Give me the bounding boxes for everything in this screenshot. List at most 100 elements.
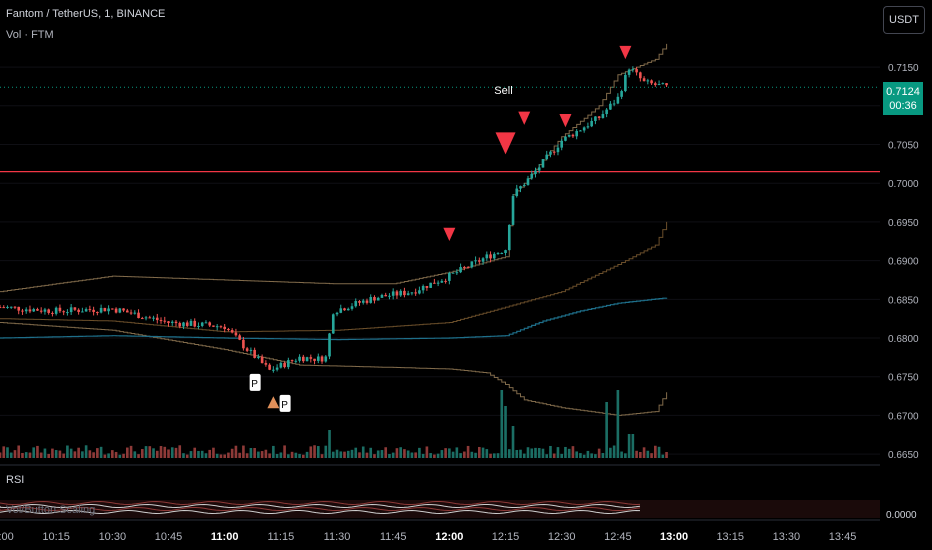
last-price-badge: 0.7124 00:36 bbox=[883, 82, 923, 115]
volume-bar bbox=[302, 454, 305, 458]
volume-bar bbox=[350, 449, 354, 458]
volume-bar bbox=[646, 450, 650, 458]
candle-body bbox=[395, 291, 399, 296]
volume-bar bbox=[609, 447, 612, 458]
volume-bar bbox=[567, 448, 571, 458]
candle-body bbox=[639, 72, 642, 79]
volume-bar bbox=[21, 452, 24, 458]
volume-bar bbox=[13, 450, 17, 458]
volume-bar bbox=[43, 448, 47, 458]
volume-bar bbox=[376, 450, 380, 458]
volume-bar bbox=[466, 445, 470, 458]
volume-bar bbox=[193, 447, 197, 458]
candle-body bbox=[380, 294, 384, 298]
candle-body bbox=[463, 267, 466, 269]
volume-bar bbox=[129, 445, 133, 458]
candle-body bbox=[77, 309, 80, 312]
volume-bar bbox=[537, 448, 541, 458]
volume-bar bbox=[36, 445, 39, 458]
candle-body bbox=[275, 367, 279, 370]
volume-bar bbox=[272, 445, 275, 458]
volume-bar bbox=[51, 448, 54, 458]
candle-body bbox=[556, 147, 560, 153]
candle-body bbox=[260, 356, 264, 364]
volume-bar bbox=[522, 453, 526, 458]
candle-body bbox=[504, 250, 507, 253]
candle-body bbox=[451, 272, 455, 274]
volume-bar bbox=[204, 453, 208, 458]
candle-body bbox=[354, 301, 358, 307]
candle-body bbox=[489, 254, 492, 259]
candle-body bbox=[242, 339, 245, 349]
volume-bar bbox=[152, 448, 155, 458]
volume-bar bbox=[597, 448, 601, 458]
volume-bar bbox=[107, 453, 110, 458]
candle-body bbox=[283, 362, 286, 368]
volume-bar bbox=[69, 448, 73, 458]
candle-body bbox=[399, 290, 402, 296]
volume-bar bbox=[28, 452, 32, 458]
candle-body bbox=[560, 140, 564, 148]
volume-bar bbox=[219, 454, 223, 458]
volume-bar bbox=[564, 446, 567, 458]
candle-body bbox=[635, 69, 638, 73]
volume-bar bbox=[92, 452, 95, 458]
candle-body bbox=[215, 326, 219, 328]
candle-body bbox=[616, 96, 620, 104]
candle-body bbox=[88, 309, 92, 311]
rsi-sublabel: Vol/Button Scaling bbox=[6, 504, 96, 516]
volume-bar bbox=[54, 450, 58, 458]
volume-bar bbox=[294, 452, 298, 458]
volume-bar bbox=[373, 454, 376, 458]
volume-bar bbox=[418, 447, 421, 458]
candle-body bbox=[245, 348, 249, 351]
candle-body bbox=[69, 307, 73, 313]
price-tick-label: 0.6900 bbox=[888, 257, 919, 268]
volume-bar bbox=[77, 447, 80, 458]
volume-bar bbox=[242, 445, 245, 458]
volume-bar bbox=[88, 450, 92, 458]
candle-body bbox=[144, 317, 148, 319]
volume-bar bbox=[103, 454, 107, 458]
time-tick-label: 12:45 bbox=[604, 531, 632, 543]
time-axis: 10:00 10:15 10:30 10:45 11:00 11:15 11:30 11:45… bbox=[0, 531, 856, 543]
candle-body bbox=[227, 329, 230, 331]
candle-body bbox=[343, 308, 346, 311]
candle-body bbox=[646, 80, 650, 82]
candle-body bbox=[257, 356, 260, 358]
volume-bar bbox=[601, 453, 605, 458]
candle-body bbox=[272, 369, 275, 371]
sell-arrow-icon bbox=[559, 114, 572, 128]
currency-button[interactable]: USDT bbox=[883, 6, 925, 34]
volume-bar bbox=[436, 453, 440, 458]
candle-body bbox=[594, 116, 597, 121]
volume-bar bbox=[448, 448, 451, 458]
candle-body bbox=[170, 321, 174, 323]
candle-body bbox=[609, 103, 612, 110]
candle-body bbox=[223, 326, 226, 330]
volume-bar bbox=[627, 434, 631, 458]
volume-bar bbox=[657, 446, 661, 458]
rsi-axis-value: 0.0000 bbox=[886, 510, 917, 521]
volume-bar bbox=[227, 452, 230, 458]
candle-body bbox=[627, 69, 631, 75]
volume-bar bbox=[594, 454, 597, 458]
buy-arrow-icon bbox=[267, 396, 280, 409]
volume-bar bbox=[650, 453, 653, 458]
candle-body bbox=[316, 356, 320, 361]
volume-bar bbox=[2, 446, 6, 458]
upper-band-line bbox=[0, 43, 668, 293]
candle-body bbox=[507, 224, 511, 251]
candle-body bbox=[571, 134, 575, 137]
moving-average-line bbox=[0, 297, 668, 341]
candle-body bbox=[586, 126, 590, 128]
chart-grid bbox=[0, 66, 880, 455]
volume-bar bbox=[182, 453, 185, 458]
candle-body bbox=[605, 109, 608, 115]
volume-bar bbox=[346, 450, 350, 458]
volume-bars bbox=[0, 390, 668, 458]
time-tick-label: 13:30 bbox=[773, 531, 801, 543]
volume-bar bbox=[507, 449, 511, 458]
candle-body bbox=[612, 103, 616, 105]
